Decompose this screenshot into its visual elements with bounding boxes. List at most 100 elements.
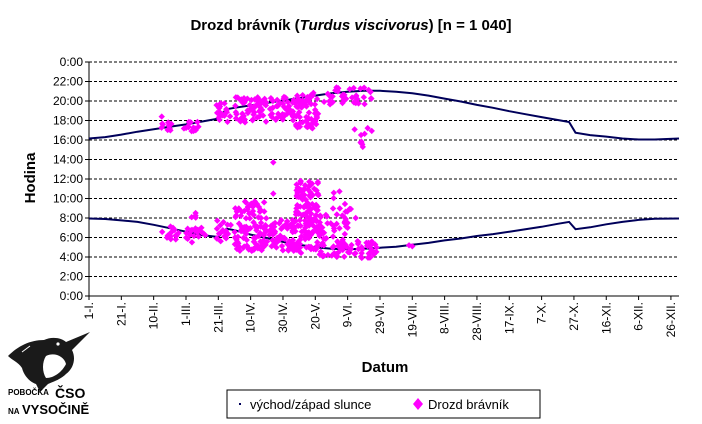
bird-observation-point: [236, 243, 243, 251]
bird-observation-point: [306, 215, 313, 223]
bird-observation-point: [187, 227, 194, 234]
bird-observation-point: [233, 236, 240, 243]
bird-observation-point: [354, 240, 362, 248]
bird-observation-point: [279, 111, 286, 118]
logo-place: VYSOČINĚ: [22, 402, 90, 417]
bird-observation-point: [262, 99, 270, 106]
bird-observation-point: [320, 252, 328, 259]
bird-observation-point: [260, 232, 268, 239]
x-tick-label: 10-II.: [147, 302, 161, 329]
bird-observation-point: [289, 117, 297, 124]
bird-observation-point: [305, 243, 312, 251]
bird-observation-point: [213, 225, 221, 232]
bird-observation-point: [238, 114, 246, 121]
bird-observation-point: [249, 116, 257, 123]
bird-observation-point: [221, 112, 228, 119]
bird-observation-point: [290, 219, 297, 226]
bird-observation-point: [248, 106, 255, 113]
y-tick-label: 14:00: [53, 153, 83, 167]
bird-observation-point: [329, 99, 336, 106]
bird-observation-point: [308, 124, 315, 131]
bird-observation-point: [202, 231, 209, 239]
bird-observation-point: [351, 126, 358, 133]
bird-observation-point: [329, 244, 336, 251]
x-tick-label: 20-V.: [308, 302, 322, 330]
bird-observation-point: [244, 95, 251, 102]
bird-observation-point: [320, 98, 328, 106]
bird-observation-point: [158, 113, 165, 120]
bird-observation-point: [240, 112, 247, 120]
bird-observation-point: [249, 207, 257, 215]
y-tick-label: 20:00: [53, 94, 83, 108]
x-tick-label: 21-I.: [114, 302, 128, 326]
bird-observation-point: [296, 113, 304, 121]
bird-observation-point: [192, 209, 199, 217]
bird-observation-point: [310, 222, 317, 230]
y-axis-title: Hodina: [22, 152, 39, 203]
bird-observation-point: [233, 241, 240, 248]
bird-observation-point: [184, 123, 192, 130]
bird-observation-point: [167, 229, 175, 236]
x-tick-label: 30-IV.: [276, 302, 290, 333]
bird-observation-point: [269, 231, 277, 238]
bird-observation-point: [355, 245, 362, 253]
cso-logo: POBOČKA ČSO NA VYSOČINĚ: [8, 332, 90, 417]
bird-observation-point: [359, 246, 366, 253]
bird-observation-point: [250, 203, 257, 210]
bird-observation-point: [306, 95, 313, 102]
bird-observation-point: [313, 244, 321, 251]
bird-observation-point: [271, 229, 278, 237]
bird-observation-point: [316, 232, 323, 240]
bird-observation-point: [250, 238, 258, 245]
bird-observation-point: [367, 88, 374, 96]
bird-observation-point: [296, 240, 304, 248]
bird-observation-point: [296, 185, 303, 193]
bird-observation-point: [357, 253, 365, 260]
bird-observation-point: [266, 231, 273, 238]
bird-observation-point: [289, 224, 296, 232]
y-tick-label: 4:00: [60, 250, 84, 264]
y-tick-label: 8:00: [60, 211, 84, 225]
bird-observation-point: [232, 115, 240, 122]
bird-observation-point: [252, 95, 260, 103]
bird-observation-point: [344, 224, 351, 231]
bird-observation-point: [241, 198, 249, 205]
bird-observation-point: [241, 97, 249, 104]
sun-lines: [88, 89, 680, 251]
bird-observation-point: [231, 228, 238, 236]
bird-observation-point: [299, 119, 306, 126]
bird-observation-point: [324, 90, 332, 97]
bird-observation-point: [257, 104, 264, 111]
bird-observation-point: [300, 204, 308, 211]
x-tick-label: 7-X.: [535, 302, 549, 324]
x-axis-title: Datum: [362, 359, 409, 376]
bird-observation-point: [311, 101, 319, 108]
bird-observation-point: [324, 251, 332, 259]
bird-observation-point: [368, 127, 375, 135]
bird-observation-point: [218, 110, 226, 118]
bird-observation-point: [352, 250, 359, 257]
bird-observation-point: [194, 226, 201, 233]
bird-observation-point: [284, 240, 291, 248]
bird-observation-point: [284, 98, 291, 106]
bird-observation-point: [309, 228, 316, 236]
bird-observation-point: [301, 227, 308, 234]
bird-observation-point: [364, 124, 371, 132]
bird-observation-point: [368, 246, 375, 254]
bird-observation-point: [289, 113, 297, 120]
legend-box: [226, 389, 541, 419]
bird-observation-point: [323, 213, 331, 220]
bird-observation-point: [314, 180, 322, 187]
bird-observation-point: [284, 225, 291, 232]
bird-observation-point: [261, 208, 268, 215]
bird-observation-point: [244, 107, 251, 114]
bird-observation-point: [263, 215, 270, 222]
legend-bird-label: Drozd brávník: [428, 397, 509, 412]
bird-observation-point: [320, 242, 327, 249]
sunset-line: [88, 89, 680, 141]
bird-observation-point: [361, 100, 368, 108]
bird-observation-point: [348, 94, 356, 101]
bird-observation-point: [223, 229, 230, 237]
y-tick-label: 10:00: [53, 192, 83, 206]
